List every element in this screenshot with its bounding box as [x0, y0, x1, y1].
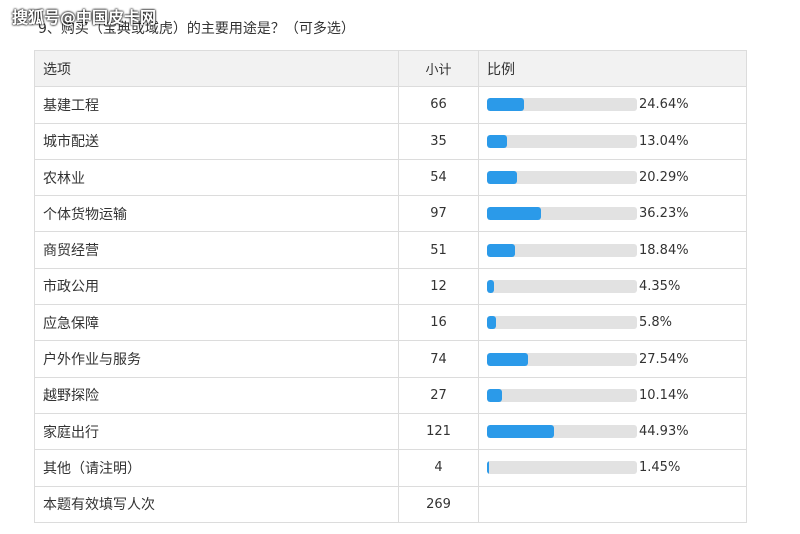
bar-track	[487, 171, 637, 185]
option-cell: 商贸经营	[34, 231, 399, 269]
percent-label: 24.64%	[639, 97, 689, 113]
data-row: 个体货物运输 97 36.23%	[34, 195, 747, 233]
option-cell: 基建工程	[34, 86, 399, 124]
empty-cell	[478, 485, 747, 523]
count-cell: 16	[398, 304, 479, 342]
ratio-cell: 24.64%	[478, 86, 747, 124]
bar	[487, 134, 507, 148]
bar-track	[487, 388, 637, 402]
count-cell: 12	[398, 267, 479, 306]
bar	[487, 316, 496, 330]
ratio-cell: 27.54%	[478, 340, 747, 378]
option-cell: 其他（请注明）	[34, 449, 399, 487]
bar	[487, 352, 529, 366]
header-cell: 小计	[398, 49, 479, 88]
total-label: 本题有效填写人次	[34, 485, 399, 523]
percent-label: 20.29%	[639, 170, 689, 186]
bar-track	[487, 352, 637, 366]
bar-track	[487, 316, 637, 330]
table-body: 选项 小计 比例 基建工程 66 24.64% 城市配送 35 13.04% 农林业 54 20…	[34, 49, 747, 523]
bar	[487, 171, 518, 185]
count-cell: 74	[398, 340, 479, 378]
bar-track	[487, 279, 637, 293]
ratio-cell: 5.8%	[478, 304, 747, 342]
count-cell: 35	[398, 122, 479, 160]
ratio-cell: 18.84%	[478, 231, 747, 269]
header-cell: 比例	[478, 49, 747, 88]
count-cell: 66	[398, 86, 479, 124]
option-cell: 应急保障	[34, 304, 399, 342]
data-row: 应急保障 16 5.8%	[34, 304, 747, 342]
option-cell: 农林业	[34, 158, 399, 197]
bar	[487, 425, 555, 439]
percent-label: 44.93%	[639, 424, 689, 440]
bar-track	[487, 425, 637, 439]
option-cell: 家庭出行	[34, 412, 399, 451]
total-row: 本题有效填写人次 269	[34, 485, 747, 523]
header-cell: 选项	[34, 49, 399, 88]
bar-track	[487, 134, 637, 148]
count-cell: 51	[398, 231, 479, 269]
bar	[487, 279, 494, 293]
percent-label: 4.35%	[639, 278, 681, 294]
percent-label: 27.54%	[639, 351, 689, 367]
bar	[487, 461, 490, 475]
ratio-cell: 36.23%	[478, 195, 747, 233]
data-row: 其他（请注明） 4 1.45%	[34, 449, 747, 487]
ratio-cell: 20.29%	[478, 158, 747, 197]
bar-track	[487, 461, 637, 475]
data-row: 市政公用 12 4.35%	[34, 267, 747, 306]
option-cell: 市政公用	[34, 267, 399, 306]
total-count: 269	[398, 485, 479, 523]
question-title: 9、购买（宝典或域虎）的主要用途是？（可多选）	[38, 21, 355, 37]
ratio-cell: 10.14%	[478, 376, 747, 414]
data-row: 户外作业与服务 74 27.54%	[34, 340, 747, 378]
percent-label: 36.23%	[639, 206, 689, 222]
count-cell: 54	[398, 158, 479, 197]
ratio-cell: 4.35%	[478, 267, 747, 306]
data-row: 城市配送 35 13.04%	[34, 122, 747, 160]
percent-label: 5.8%	[639, 315, 673, 331]
result-table: 选项 小计 比例 基建工程 66 24.64% 城市配送 35 13.04% 农林业 54 20…	[34, 49, 747, 523]
percent-label: 13.04%	[639, 133, 689, 149]
count-cell: 4	[398, 449, 479, 487]
data-row: 家庭出行 121 44.93%	[34, 412, 747, 451]
bar	[487, 207, 542, 221]
bar-track	[487, 207, 637, 221]
option-cell: 城市配送	[34, 122, 399, 160]
data-row: 农林业 54 20.29%	[34, 158, 747, 197]
data-row: 越野探险 27 10.14%	[34, 376, 747, 414]
percent-label: 18.84%	[639, 242, 689, 258]
data-row: 基建工程 66 24.64%	[34, 86, 747, 124]
option-cell: 越野探险	[34, 376, 399, 414]
data-row: 商贸经营 51 18.84%	[34, 231, 747, 269]
bar-track	[487, 243, 637, 257]
count-cell: 27	[398, 376, 479, 414]
option-cell: 户外作业与服务	[34, 340, 399, 378]
option-cell: 个体货物运输	[34, 195, 399, 233]
count-cell: 97	[398, 195, 479, 233]
watermark: 搜狐号@中国皮卡网	[12, 8, 157, 27]
percent-label: 1.45%	[639, 460, 681, 476]
ratio-cell: 44.93%	[478, 412, 747, 451]
ratio-cell: 13.04%	[478, 122, 747, 160]
count-cell: 121	[398, 412, 479, 451]
percent-label: 10.14%	[639, 387, 689, 403]
bar	[487, 243, 516, 257]
bar	[487, 388, 503, 402]
header-row: 选项 小计 比例	[34, 49, 747, 88]
ratio-cell: 1.45%	[478, 449, 747, 487]
bar-track	[487, 98, 637, 112]
bar	[487, 98, 524, 112]
